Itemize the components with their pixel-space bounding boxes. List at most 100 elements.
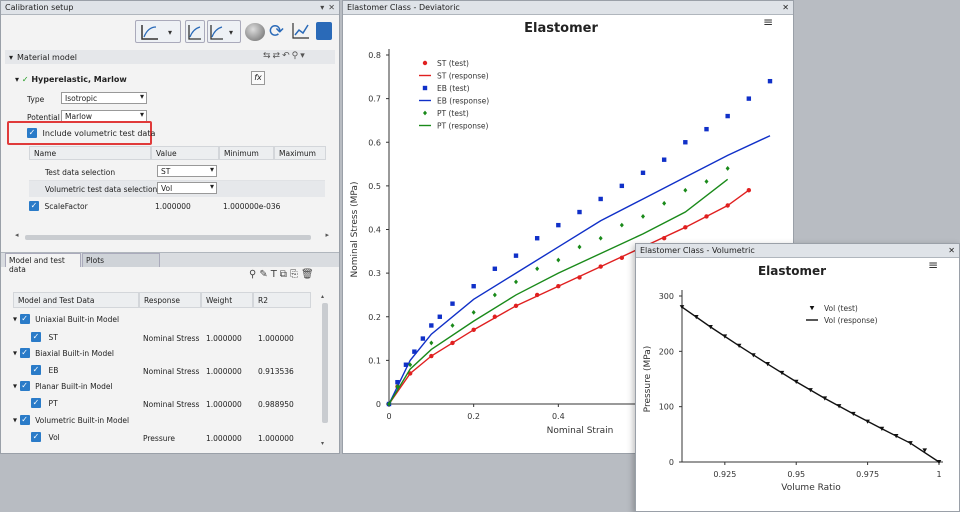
series-line	[388, 178, 729, 405]
row-name: ScaleFactor	[44, 201, 88, 211]
legend-swatch	[809, 306, 815, 311]
test-checkbox[interactable]: ✓	[31, 398, 41, 408]
weight-cell: 1.000000	[206, 400, 242, 409]
table-row[interactable]: ▾ ✓ Uniaxial Built-in Model	[13, 314, 119, 324]
volumetric-window: Elastomer Class - Volumetric ✕ ≡ Elastom…	[635, 243, 960, 512]
expand-icon[interactable]: ▾	[13, 348, 18, 358]
volumetric-data-select[interactable]: Vol	[157, 182, 217, 194]
pin-icon[interactable]: ▾	[320, 3, 325, 12]
include-volumetric-checkbox[interactable]: ✓ Include volumetric test data	[27, 128, 155, 138]
legend-swatch	[422, 85, 428, 91]
legend-label: Vol (response)	[824, 316, 878, 325]
y-tick-label: 0.4	[368, 226, 381, 235]
test-checkbox[interactable]: ✓	[31, 365, 41, 375]
data-point	[395, 384, 400, 389]
chart-menu-icon[interactable]: ≡	[928, 258, 939, 272]
legend-label: ST (test)	[437, 59, 469, 68]
table-row[interactable]: ✓ EB	[31, 365, 58, 375]
test-checkbox[interactable]: ✓	[31, 432, 41, 442]
expand-icon[interactable]: ▾	[13, 415, 18, 425]
fx-button[interactable]: fx	[251, 71, 265, 85]
y-tick-label: 0.8	[368, 51, 381, 60]
table-row[interactable]: ✓ PT	[31, 398, 58, 408]
model-checkbox[interactable]: ✓	[19, 348, 30, 358]
data-point	[577, 209, 582, 215]
table-row[interactable]: ▾ ✓ Volumetric Built-in Model	[13, 415, 129, 425]
grid-header-name[interactable]: Name	[29, 146, 151, 160]
test-data-select[interactable]: ST	[157, 165, 217, 177]
refresh-icon[interactable]: ⟳	[269, 21, 285, 42]
grid-header-minimum[interactable]: Minimum	[219, 146, 274, 160]
weight-cell: 1.000000	[206, 367, 242, 376]
table-row[interactable]: ✓ Vol	[31, 432, 60, 442]
scalefactor-checkbox[interactable]: ✓	[29, 201, 39, 211]
data-point	[577, 244, 582, 250]
legend-label: EB (test)	[437, 84, 470, 93]
horizontal-scrollbar[interactable]: ◂ ▸	[15, 231, 329, 240]
tab-model-test-data[interactable]: Model and test data	[5, 253, 81, 274]
plot-axes-button[interactable]: ▾	[135, 20, 181, 43]
close-icon[interactable]: ✕	[948, 246, 955, 255]
response-cell: Pressure	[143, 434, 176, 443]
vertical-scrollbar[interactable]: ▴ ▾	[321, 293, 329, 447]
chart-title: Elastomer	[758, 264, 826, 278]
close-icon[interactable]: ✕	[782, 3, 789, 12]
data-point	[725, 113, 730, 119]
data-point	[619, 222, 624, 228]
expand-icon[interactable]: ▾	[15, 75, 20, 84]
calculator-icon[interactable]	[316, 22, 332, 40]
table-header-weight[interactable]: Weight	[201, 292, 253, 308]
data-point	[683, 140, 688, 145]
table-row[interactable]: ▾ ✓ Planar Built-in Model	[13, 381, 113, 391]
table-header-r2[interactable]: R2	[253, 292, 311, 308]
grid-header-value[interactable]: Value	[151, 146, 219, 160]
table-tools[interactable]: ⚲✎T⧉⎘🗑	[249, 269, 317, 280]
expand-icon[interactable]: ▾	[13, 314, 18, 324]
material-ball-icon[interactable]	[245, 23, 265, 41]
model-checkbox[interactable]: ✓	[19, 381, 30, 391]
calibration-title: Calibration setup	[5, 3, 74, 12]
data-point	[619, 183, 625, 189]
model-row[interactable]: ▾ ✓ Hyperelastic, Marlow	[15, 75, 127, 84]
weight-cell: 1.000000	[206, 334, 242, 343]
close-icon[interactable]: ✕	[328, 3, 335, 12]
x-axis-label: Nominal Strain	[547, 426, 614, 436]
table-header-response[interactable]: Response	[139, 292, 201, 308]
data-point	[922, 448, 928, 453]
svg-text:▾: ▾	[229, 28, 233, 37]
data-point	[640, 170, 646, 175]
strain-curve-icon	[188, 24, 201, 40]
type-select[interactable]: Isotropic	[61, 92, 147, 104]
model-name: Volumetric Built-in Model	[35, 415, 130, 425]
r2-cell: 0.988950	[258, 400, 294, 409]
x-tick-label: 0.95	[787, 470, 805, 479]
table-row[interactable]: ▾ ✓ Biaxial Built-in Model	[13, 348, 114, 358]
material-model-header[interactable]: ▾ Material model	[5, 50, 335, 64]
collapse-icon[interactable]: ▾	[9, 52, 14, 62]
expand-icon[interactable]: ▾	[13, 381, 18, 391]
legend-label: PT (response)	[437, 122, 488, 131]
scalefactor-row[interactable]: ✓ ScaleFactor	[29, 201, 88, 211]
highlight-box	[7, 121, 152, 145]
data-point	[704, 126, 709, 132]
chart-menu-icon[interactable]: ≡	[763, 15, 774, 29]
stress-curve-button[interactable]: ▾	[207, 20, 241, 43]
legend-swatch	[422, 60, 428, 66]
table-header-model[interactable]: Model and Test Data	[13, 292, 139, 308]
table-row[interactable]: ✓ ST	[31, 332, 58, 342]
data-point	[662, 200, 667, 206]
test-checkbox[interactable]: ✓	[31, 332, 41, 342]
x-tick-label: 0.2	[467, 412, 480, 421]
x-tick-label: 0.925	[713, 470, 736, 479]
calibration-titlebar: Calibration setup ▾ ✕	[1, 1, 339, 15]
strain-energy-button[interactable]	[185, 20, 205, 43]
data-point	[395, 379, 400, 385]
trend-chart-icon[interactable]	[292, 22, 310, 42]
model-checkbox[interactable]: ✓	[19, 415, 30, 425]
section-tools[interactable]: ⇆⇄↶⚲▾	[263, 51, 307, 61]
include-volumetric-label: Include volumetric test data	[42, 128, 156, 138]
grid-header-maximum[interactable]: Maximum	[274, 146, 326, 160]
model-checkbox[interactable]: ✓	[19, 314, 30, 324]
tab-plots[interactable]: Plots	[82, 253, 160, 267]
y-tick-label: 300	[659, 292, 674, 301]
